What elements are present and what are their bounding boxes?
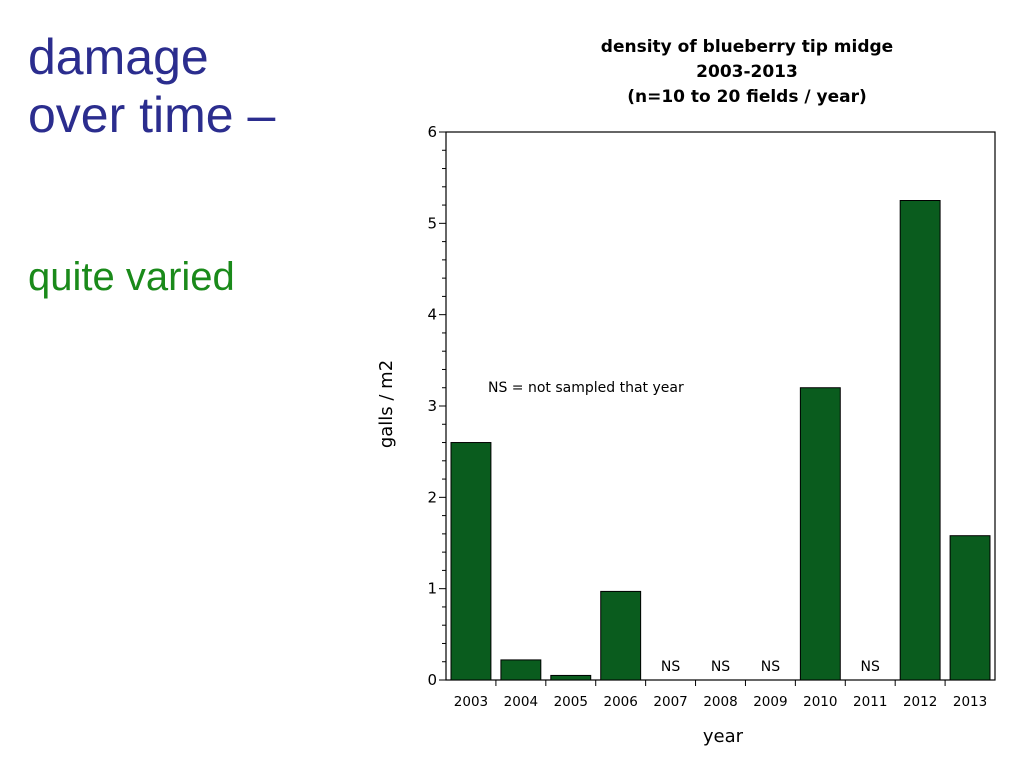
ns-label-2009: NS <box>761 659 780 675</box>
chart-title-line-1: density of blueberry tip midge <box>601 37 893 57</box>
x-tick-label: 2009 <box>753 694 787 710</box>
y-tick-label: 5 <box>427 214 437 232</box>
y-tick-label: 0 <box>427 671 437 689</box>
y-tick-label: 6 <box>427 123 437 141</box>
ns-label-2008: NS <box>711 659 730 675</box>
x-tick-label: 2008 <box>703 694 737 710</box>
ns-annotation: NS = not sampled that year <box>488 380 684 396</box>
chart-title-line-2: 2003-2013 <box>696 62 798 82</box>
y-tick-label: 4 <box>427 306 437 324</box>
x-tick-label: 2004 <box>504 694 538 710</box>
x-tick-label: 2006 <box>604 694 638 710</box>
x-tick-label: 2012 <box>903 694 937 710</box>
x-tick-label: 2011 <box>853 694 887 710</box>
bar-2005 <box>550 674 592 681</box>
x-tick-label: 2005 <box>554 694 588 710</box>
x-tick-label: 2007 <box>653 694 687 710</box>
chart-title-line-3: (n=10 to 20 fields / year) <box>627 87 867 107</box>
bar-2010 <box>799 387 841 681</box>
slide-subtitle: quite varied <box>28 255 235 299</box>
x-tick-label: 2013 <box>953 694 987 710</box>
slide-title: damage over time – <box>28 28 275 144</box>
slide-title-line-2: over time – <box>28 87 276 143</box>
x-tick-label: 2010 <box>803 694 837 710</box>
slide-title-line-1: damage <box>28 29 209 85</box>
x-tick-label: 2003 <box>454 694 488 710</box>
bar-2012 <box>899 200 941 681</box>
ns-label-2011: NS <box>861 659 880 675</box>
bar-2006 <box>600 590 642 681</box>
y-tick-label: 1 <box>427 580 437 598</box>
ns-label-2007: NS <box>661 659 680 675</box>
bar-2004 <box>500 659 542 681</box>
y-axis-label: galls / m2 <box>376 360 397 448</box>
bar-2013 <box>949 535 991 681</box>
y-tick-label: 3 <box>427 397 437 415</box>
x-axis-label: year <box>703 726 744 747</box>
y-tick-label: 2 <box>427 488 437 506</box>
bar-2003 <box>450 442 492 681</box>
